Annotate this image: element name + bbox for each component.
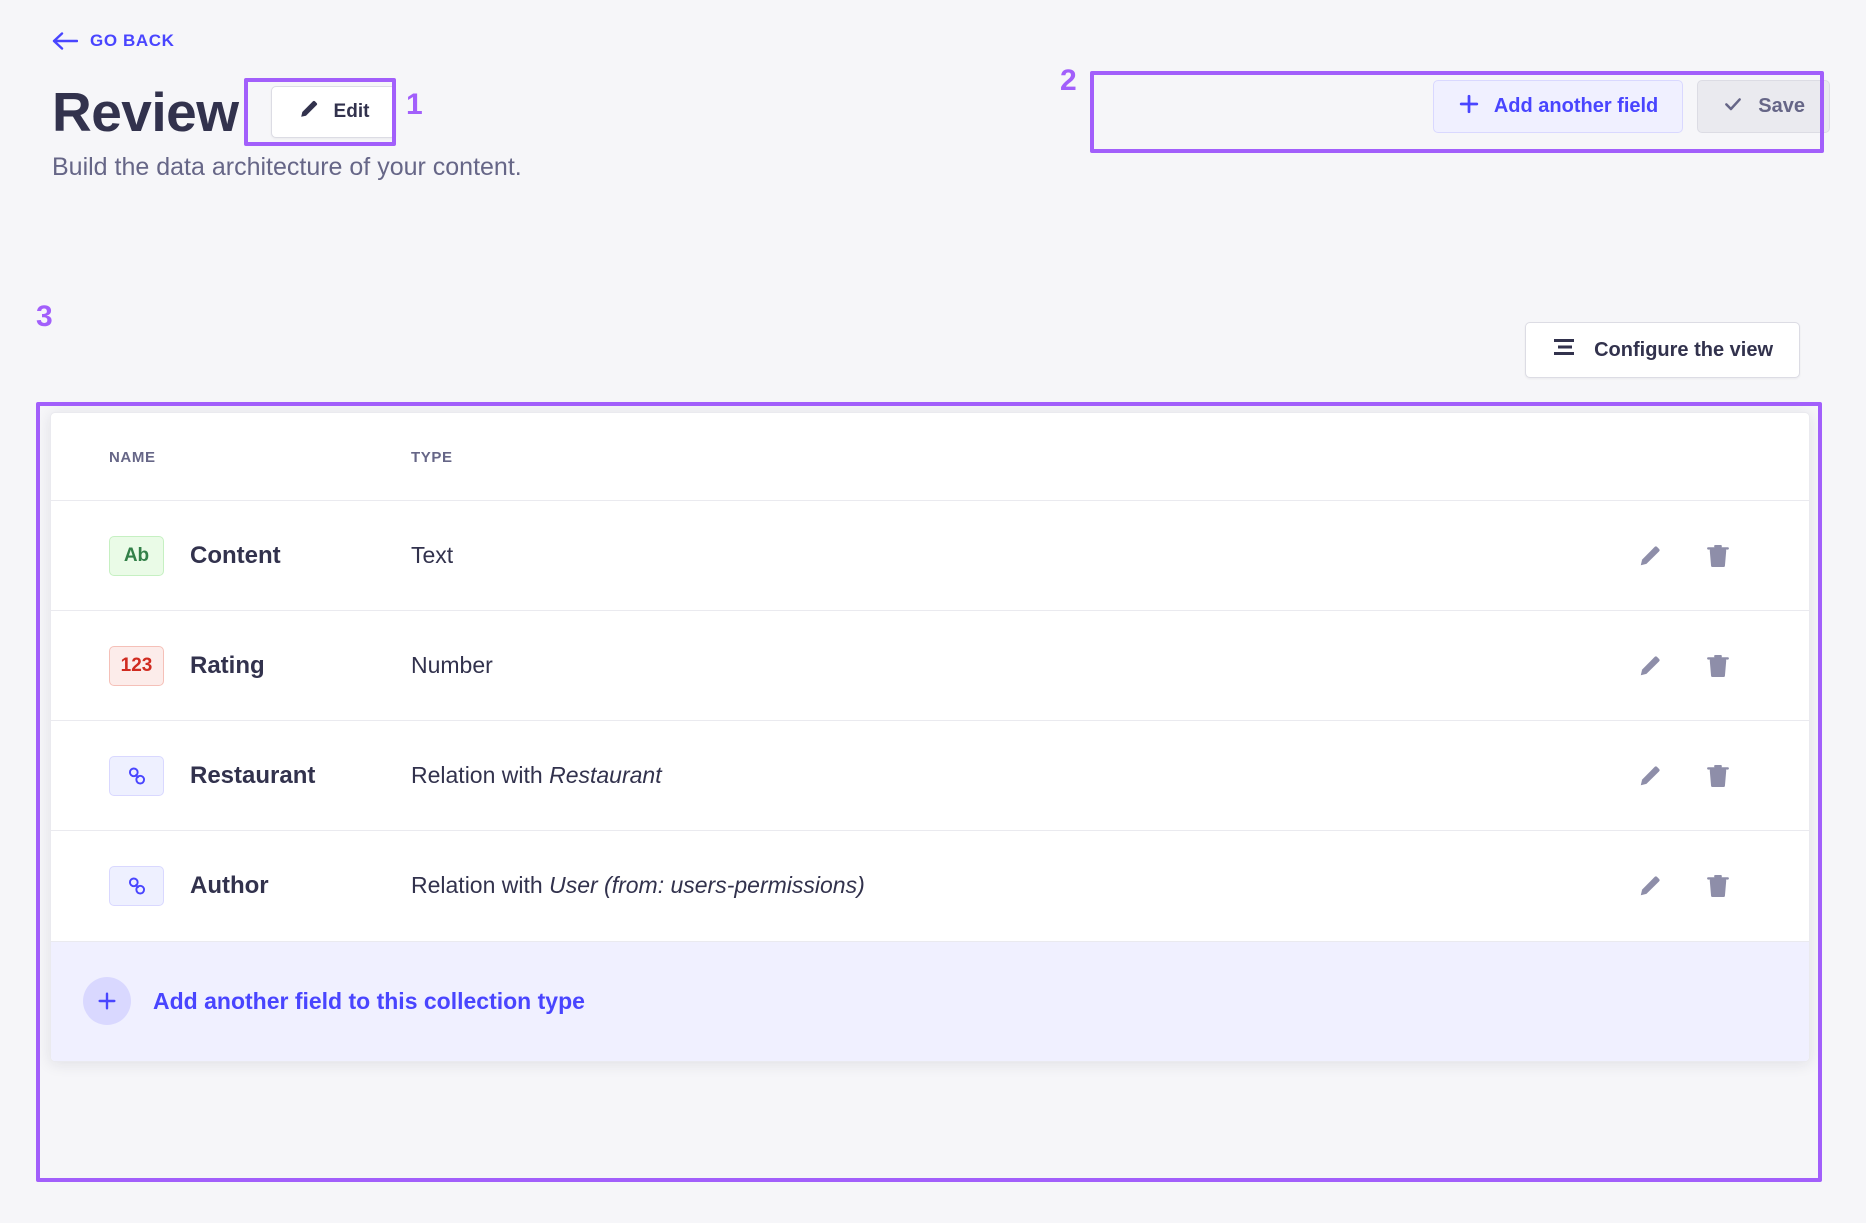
fields-table-card: NAME TYPE Ab Content (50, 412, 1810, 1062)
add-another-field-row[interactable]: Add another field to this collection typ… (51, 940, 1809, 1061)
edit-field-button[interactable] (1637, 763, 1663, 789)
arrow-left-icon (52, 31, 78, 51)
table-row[interactable]: Restaurant Relation with Restaurant (51, 720, 1809, 831)
delete-field-button[interactable] (1705, 653, 1731, 679)
go-back-label: GO BACK (90, 31, 175, 50)
delete-field-button[interactable] (1705, 873, 1731, 899)
delete-field-button[interactable] (1705, 543, 1731, 569)
field-type: Text (411, 542, 454, 568)
annotation-number-2: 2 (1060, 64, 1077, 97)
fields-table: NAME TYPE Ab Content (51, 413, 1809, 941)
table-row[interactable]: Author Relation with User (from: users-p… (51, 831, 1809, 941)
page-subtitle: Build the data architecture of your cont… (52, 153, 522, 181)
add-another-field-button[interactable]: Add another field (1432, 80, 1684, 133)
field-type: Relation with Restaurant (411, 762, 662, 788)
edit-field-button[interactable] (1637, 873, 1663, 899)
column-header-actions (1511, 413, 1809, 501)
go-back-link[interactable]: GO BACK (52, 31, 174, 51)
add-another-field-row-label: Add another field to this collection typ… (153, 987, 585, 1014)
edit-field-button[interactable] (1637, 653, 1663, 679)
header-actions: Add another field Save (1432, 80, 1830, 133)
title-row: Review Edit (52, 80, 397, 144)
pencil-icon (298, 98, 320, 126)
field-name: Author (190, 871, 269, 899)
field-type: Relation with User (from: users-permissi… (411, 872, 865, 899)
check-icon (1722, 94, 1744, 120)
save-button[interactable]: Save (1697, 80, 1830, 133)
configure-the-view-label: Configure the view (1594, 338, 1773, 361)
delete-field-button[interactable] (1705, 763, 1731, 789)
edit-button[interactable]: Edit (270, 86, 397, 138)
page-title: Review (52, 81, 239, 143)
number-field-icon: 123 (109, 645, 164, 686)
link-icon (109, 755, 164, 796)
table-header-row: NAME TYPE (51, 413, 1809, 501)
field-name: Content (190, 541, 281, 569)
annotation-number-3: 3 (36, 300, 53, 333)
add-another-field-label: Add another field (1493, 95, 1659, 117)
column-header-type: TYPE (411, 413, 1511, 501)
field-name: Restaurant (190, 761, 316, 789)
save-button-label: Save (1758, 95, 1805, 117)
column-header-name: NAME (51, 413, 411, 501)
annotation-number-1: 1 (406, 88, 423, 121)
configure-the-view-button[interactable]: Configure the view (1525, 322, 1800, 378)
sliders-icon (1552, 337, 1576, 363)
field-name: Rating (190, 651, 265, 679)
table-row[interactable]: 123 Rating Number (51, 610, 1809, 721)
text-field-icon: Ab (109, 535, 164, 576)
field-badge-label: Ab (123, 544, 150, 566)
edit-field-button[interactable] (1637, 543, 1663, 569)
link-icon (109, 865, 164, 906)
plus-icon (83, 977, 131, 1025)
plus-icon (1458, 93, 1480, 121)
field-badge-label: 123 (120, 654, 153, 676)
edit-button-label: Edit (333, 101, 370, 122)
table-row[interactable]: Ab Content Text (51, 500, 1809, 611)
field-type: Number (411, 652, 493, 678)
